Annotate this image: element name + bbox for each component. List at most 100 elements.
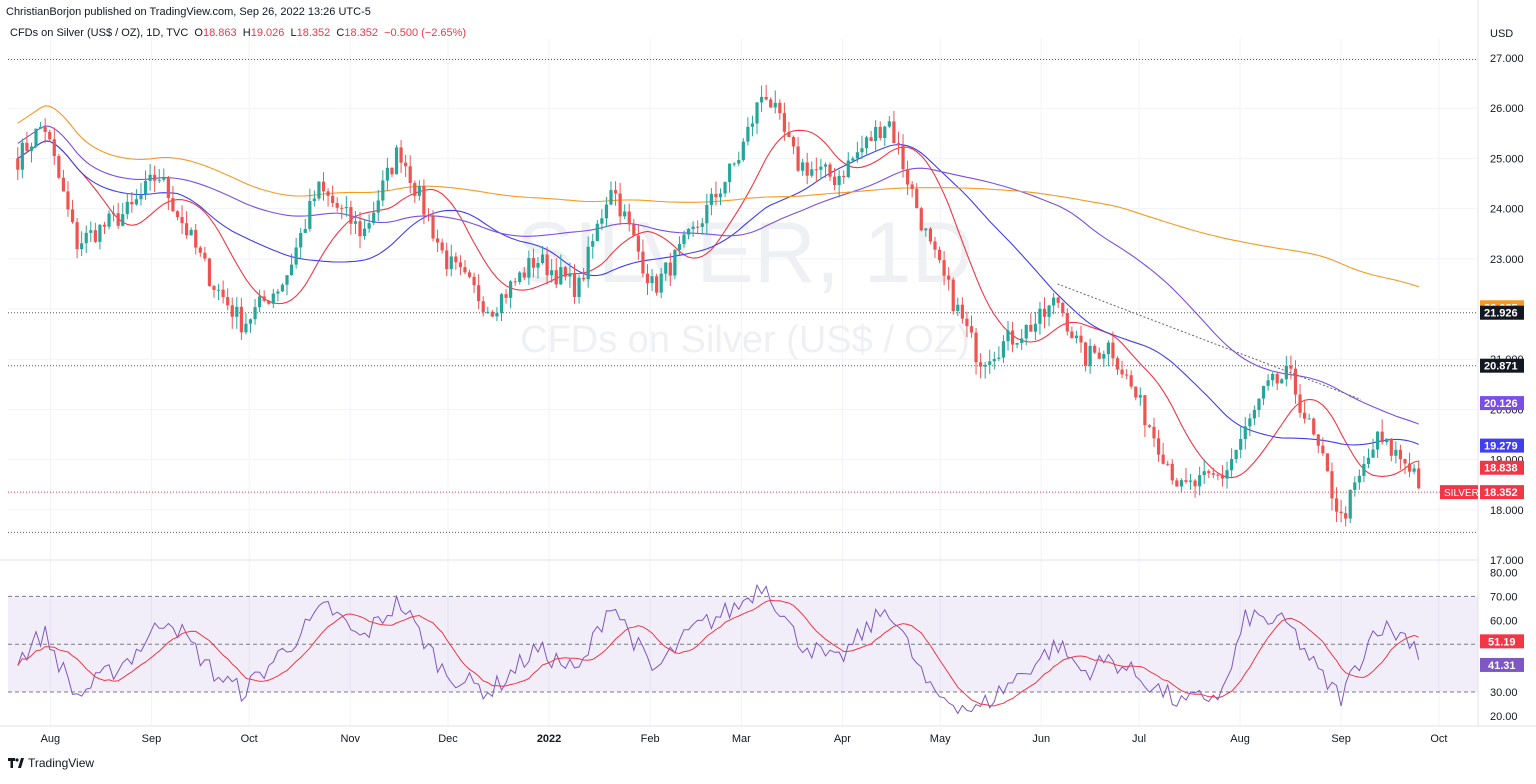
candle-body: [1079, 335, 1083, 343]
candle-body: [1284, 365, 1288, 380]
candle-body: [924, 228, 928, 231]
candle-body: [755, 102, 759, 124]
candle-body: [57, 156, 61, 178]
candle-body: [1398, 449, 1403, 460]
candle-body: [842, 175, 846, 178]
price-label: 18.838: [1484, 463, 1518, 475]
candle-body: [258, 296, 262, 308]
candle-body: [148, 174, 152, 181]
candle-body: [171, 198, 175, 212]
candle-body: [609, 190, 613, 205]
y-tick-label: 24.000: [1490, 204, 1524, 216]
candle-body: [1403, 459, 1407, 464]
candle-body: [1106, 342, 1110, 355]
candle-body: [518, 272, 522, 283]
candle-body: [691, 226, 695, 229]
close-label: C: [336, 27, 345, 39]
candle-body: [1143, 395, 1147, 426]
candle-body: [212, 286, 216, 290]
candle-body: [769, 99, 773, 108]
candle-body: [139, 194, 143, 200]
ohlc-legend: CFDs on Silver (US$ / OZ), 1D, TVC O18.8…: [10, 27, 466, 39]
candle-body: [750, 123, 755, 127]
candle-body: [782, 113, 786, 132]
candle-body: [887, 121, 891, 127]
candle-body: [481, 301, 485, 313]
candle-body: [1102, 354, 1106, 359]
candle-body: [431, 216, 435, 239]
candle-body: [198, 247, 202, 253]
candle-body: [527, 258, 531, 278]
candle-body: [965, 318, 969, 327]
candle-body: [166, 177, 170, 199]
candle-body: [1175, 480, 1179, 487]
candle-body: [358, 221, 362, 237]
candle-body: [655, 276, 659, 293]
candle-body: [1261, 385, 1266, 399]
candle-body: [1129, 375, 1133, 387]
candle-body: [901, 145, 905, 170]
rsi-line: [17, 583, 1420, 715]
candle-body: [1316, 434, 1320, 446]
candle-body: [1161, 454, 1165, 464]
rsi-label-box: [1480, 634, 1524, 649]
price-axis: 27.00026.00025.00024.00023.00022.00021.0…: [0, 0, 1536, 727]
candle-body: [1193, 480, 1197, 487]
candle-body: [467, 272, 472, 277]
candle-body: [1115, 358, 1120, 370]
candle-body: [1257, 398, 1261, 410]
candle-body: [773, 102, 777, 108]
candle-body: [390, 167, 394, 175]
candle-body: [376, 200, 380, 213]
candle-body: [20, 142, 24, 170]
candle-body: [1389, 438, 1393, 456]
candle-body: [294, 247, 298, 265]
candle-body: [591, 241, 595, 247]
candle-body: [1207, 471, 1211, 474]
candle-body: [1417, 468, 1421, 489]
candle-body: [280, 284, 285, 292]
candle-body: [1138, 395, 1142, 398]
candles: [16, 84, 1421, 527]
candle-body: [600, 218, 604, 224]
rsi-tick-label: 60.00: [1490, 615, 1518, 627]
candle-body: [216, 289, 221, 291]
candle-body: [1407, 463, 1412, 472]
candle-body: [746, 126, 750, 142]
rsi-panel: [8, 595, 1478, 693]
candle-body: [613, 190, 618, 194]
candle-body: [969, 326, 974, 333]
candle-body: [340, 207, 344, 209]
candle-body: [435, 238, 440, 243]
candle-body: [52, 139, 56, 157]
low-label: L: [290, 27, 297, 39]
candle-body: [408, 166, 412, 184]
candle-body: [317, 181, 321, 199]
candle-body: [1001, 341, 1006, 358]
candle-body: [814, 169, 818, 171]
price-label-box: [1480, 460, 1524, 475]
x-tick-label: Dec: [438, 733, 458, 745]
candle-body: [1334, 498, 1339, 512]
candle-body: [1216, 474, 1220, 476]
candle-body: [810, 169, 814, 176]
candle-body: [778, 102, 782, 114]
candle-body: [787, 131, 791, 137]
candle-body: [869, 137, 873, 141]
candle-body: [554, 270, 558, 285]
candle-body: [1302, 412, 1307, 419]
tradingview-logo[interactable]: TradingView: [8, 756, 94, 770]
candle-body: [819, 166, 823, 170]
candle-body: [641, 251, 645, 274]
candle-body: [248, 319, 253, 324]
candle-body: [239, 306, 243, 333]
candle-body: [737, 160, 741, 164]
candle-body: [362, 228, 367, 237]
candle-body: [1015, 342, 1019, 345]
candle-body: [349, 207, 353, 224]
candle-body: [919, 208, 923, 231]
candle-body: [1325, 453, 1330, 472]
candle-body: [997, 357, 1001, 359]
